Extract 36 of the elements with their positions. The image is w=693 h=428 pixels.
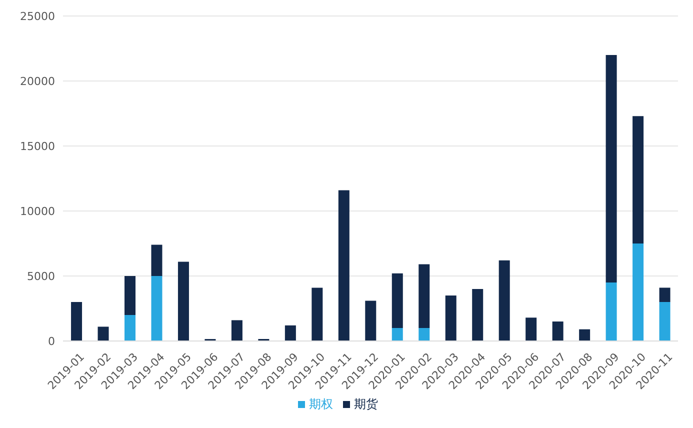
bar	[552, 322, 564, 341]
bar	[418, 264, 430, 328]
y-tick-label: 0	[48, 334, 55, 348]
y-tick-label: 5000	[27, 270, 55, 283]
bar	[124, 276, 136, 315]
y-tick-label: 25000	[20, 10, 55, 23]
bar	[472, 289, 484, 341]
bar	[151, 244, 162, 276]
y-tick-label: 20000	[20, 74, 55, 88]
bar	[418, 328, 430, 341]
legend-label: 期权	[309, 397, 333, 411]
y-tick-label: 15000	[20, 140, 55, 153]
bar	[338, 190, 350, 341]
bar	[98, 326, 109, 341]
bar	[579, 329, 590, 341]
bar	[606, 282, 617, 341]
bar	[178, 262, 189, 341]
bar	[231, 320, 242, 341]
bar	[392, 328, 403, 341]
bar	[71, 302, 82, 341]
bar	[445, 296, 456, 341]
bar	[124, 315, 136, 341]
legend-label: 期货	[354, 397, 378, 411]
bar	[632, 116, 644, 244]
y-tick-label: 10000	[20, 204, 55, 218]
bar	[606, 55, 617, 282]
bar	[526, 318, 537, 341]
bar	[659, 302, 670, 341]
bar	[284, 325, 296, 341]
bar	[498, 260, 510, 341]
bar	[312, 288, 323, 341]
bar	[392, 273, 403, 328]
bar	[632, 244, 644, 341]
bar	[151, 276, 162, 341]
bar	[365, 300, 376, 341]
bar	[659, 288, 670, 302]
